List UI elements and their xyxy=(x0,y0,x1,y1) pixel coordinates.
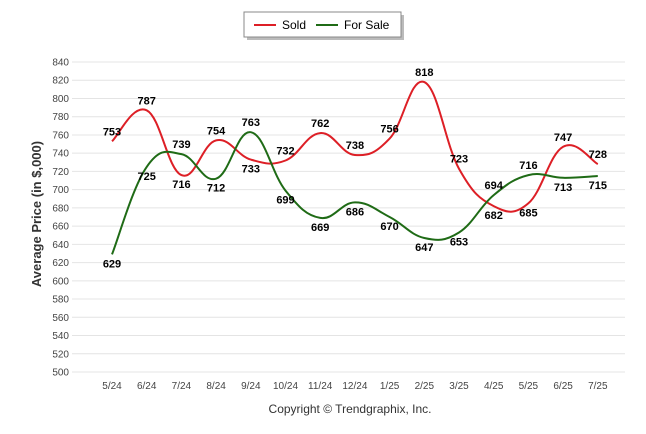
y-tick-label: 680 xyxy=(52,203,69,214)
data-label-for-sale: 715 xyxy=(589,180,607,192)
x-tick-label: 1/25 xyxy=(380,381,400,392)
x-tick-label: 6/24 xyxy=(137,381,157,392)
y-axis-title: Average Price (in $,000) xyxy=(29,141,44,287)
y-tick-label: 600 xyxy=(52,276,69,287)
y-tick-label: 780 xyxy=(52,112,69,123)
data-label-for-sale: 713 xyxy=(554,182,572,194)
legend-label-sold: Sold xyxy=(282,18,306,32)
legend: Sold For Sale xyxy=(243,11,404,40)
y-tick-label: 760 xyxy=(52,130,69,141)
y-tick-label: 700 xyxy=(52,185,69,196)
x-tick-label: 9/24 xyxy=(241,381,261,392)
data-label-sold: 818 xyxy=(415,67,433,79)
data-label-sold: 747 xyxy=(554,132,572,144)
data-label-for-sale: 670 xyxy=(380,221,398,233)
y-tick-label: 640 xyxy=(52,240,69,251)
y-axis-ticks: 500 520 540 560 580 600 620 640 660 680 700 720 740 7… xyxy=(52,58,69,379)
y-tick-label: 800 xyxy=(52,94,69,105)
y-tick-label: 620 xyxy=(52,258,69,269)
data-label-sold: 733 xyxy=(242,164,260,176)
data-label-for-sale: 712 xyxy=(207,183,225,195)
x-tick-label: 5/24 xyxy=(102,381,122,392)
y-tick-label: 720 xyxy=(52,167,69,178)
data-label-sold: 716 xyxy=(172,179,190,191)
x-tick-label: 8/24 xyxy=(206,381,226,392)
y-tick-label: 520 xyxy=(52,349,69,360)
series-line-for-sale xyxy=(111,131,598,255)
data-label-for-sale: 725 xyxy=(138,171,156,183)
data-label-sold: 732 xyxy=(276,145,294,157)
series-line-sold xyxy=(111,80,599,213)
data-label-sold: 738 xyxy=(346,140,364,152)
data-labels-layer: 753 787 716 754 733 732 762 738 756 818 723 682 685 7… xyxy=(103,67,607,270)
y-tick-label: 840 xyxy=(52,58,69,69)
data-label-for-sale: 694 xyxy=(485,180,504,192)
series-layer xyxy=(111,80,599,255)
legend-label-for-sale: For Sale xyxy=(344,18,390,32)
data-label-sold: 754 xyxy=(207,125,226,137)
y-tick-label: 560 xyxy=(52,313,69,324)
data-label-sold: 762 xyxy=(311,118,329,130)
data-label-sold: 756 xyxy=(380,124,398,136)
y-tick-label: 540 xyxy=(52,331,69,342)
x-tick-label: 10/24 xyxy=(273,381,298,392)
x-tick-label: 12/24 xyxy=(342,381,367,392)
x-tick-label: 11/24 xyxy=(308,381,333,392)
y-tick-label: 660 xyxy=(52,222,69,233)
copyright-footer: Copyright © Trendgraphix, Inc. xyxy=(269,402,432,416)
data-label-for-sale: 647 xyxy=(415,242,433,254)
x-tick-label: 7/25 xyxy=(588,381,608,392)
data-label-for-sale: 686 xyxy=(346,206,364,218)
data-label-sold: 728 xyxy=(589,149,607,161)
data-label-sold: 685 xyxy=(519,207,537,219)
y-tick-label: 820 xyxy=(52,76,69,87)
x-tick-label: 3/25 xyxy=(449,381,469,392)
data-label-sold: 753 xyxy=(103,126,121,138)
x-tick-label: 6/25 xyxy=(553,381,573,392)
y-tick-label: 500 xyxy=(52,368,69,379)
x-axis-ticks: 5/24 6/24 7/24 8/24 9/24 10/24 11/24 12/24 1/25 2… xyxy=(102,381,608,392)
data-label-sold: 723 xyxy=(450,154,468,166)
x-tick-label: 4/25 xyxy=(484,381,504,392)
data-label-for-sale: 716 xyxy=(519,160,537,172)
x-tick-label: 2/25 xyxy=(415,381,435,392)
x-tick-label: 5/25 xyxy=(519,381,539,392)
data-label-sold: 787 xyxy=(138,95,156,107)
y-tick-label: 740 xyxy=(52,149,69,160)
x-tick-label: 7/24 xyxy=(172,381,192,392)
data-label-for-sale: 699 xyxy=(276,195,294,207)
y-tick-label: 580 xyxy=(52,295,69,306)
data-label-sold: 682 xyxy=(485,210,503,222)
data-label-for-sale: 653 xyxy=(450,237,468,249)
data-label-for-sale: 739 xyxy=(172,139,190,151)
data-label-for-sale: 629 xyxy=(103,258,121,270)
data-label-for-sale: 763 xyxy=(242,117,260,129)
data-label-for-sale: 669 xyxy=(311,222,329,234)
